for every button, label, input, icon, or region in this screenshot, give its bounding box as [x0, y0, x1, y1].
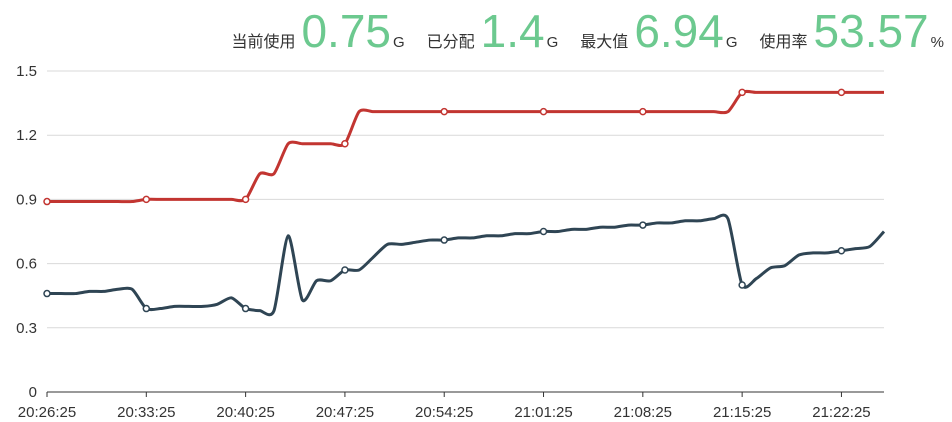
- point-marker: [142, 195, 151, 204]
- point-marker: [440, 107, 448, 116]
- x-tick-label: 20:40:25: [216, 404, 274, 421]
- point-marker: [341, 266, 349, 274]
- point-marker: [142, 304, 151, 313]
- stat-value: 6.94: [634, 5, 724, 57]
- y-tick-label: 0: [29, 384, 37, 401]
- point-marker: [738, 88, 746, 97]
- x-tick-label: 21:22:25: [812, 404, 870, 421]
- point-marker: [241, 195, 250, 204]
- stat-label: 使用率: [759, 34, 808, 51]
- stats-bar: 当前使用 0.75 G 已分配 1.4 G 最大值 6.94 G 使用率 53.57%: [231, 4, 944, 58]
- point-marker: [639, 107, 647, 116]
- point-marker: [440, 236, 448, 244]
- stat-unit: G: [546, 34, 559, 51]
- x-tick-label: 21:01:25: [514, 404, 572, 421]
- stat-value: 1.4: [480, 5, 545, 57]
- point-marker: [837, 247, 846, 255]
- point-marker: [241, 304, 250, 313]
- y-tick-label: 0.9: [16, 191, 37, 208]
- point-marker: [738, 281, 746, 289]
- point-marker: [341, 140, 349, 148]
- point-marker: [837, 88, 846, 97]
- stat-unit: %: [930, 34, 944, 51]
- series-line: [46, 89, 884, 204]
- point-marker: [539, 227, 548, 236]
- x-tick-label: 20:54:25: [415, 404, 473, 421]
- point-marker: [43, 197, 51, 206]
- y-tick-label: 1.2: [16, 127, 37, 144]
- stat-unit: G: [725, 34, 738, 51]
- y-tick-label: 0.6: [16, 256, 37, 273]
- x-tick-label: 21:08:25: [614, 404, 672, 421]
- x-tick-label: 20:47:25: [316, 404, 374, 421]
- y-tick-label: 0.3: [16, 320, 37, 337]
- series-line: [46, 213, 886, 317]
- stat-label: 最大值: [580, 34, 629, 51]
- y-tick-label: 1.5: [16, 63, 37, 80]
- x-tick-label: 20:26:25: [18, 404, 76, 421]
- point-marker: [639, 221, 647, 229]
- stat-unit: G: [392, 34, 405, 51]
- point-marker: [539, 107, 548, 116]
- stat-value: 0.75: [301, 5, 391, 57]
- stat-value: 53.57: [813, 5, 929, 57]
- point-marker: [43, 289, 51, 298]
- stat-label: 当前使用: [231, 34, 296, 51]
- stat-label: 已分配: [426, 34, 475, 51]
- x-tick-label: 21:15:25: [713, 404, 771, 421]
- x-tick-label: 20:33:25: [117, 404, 175, 421]
